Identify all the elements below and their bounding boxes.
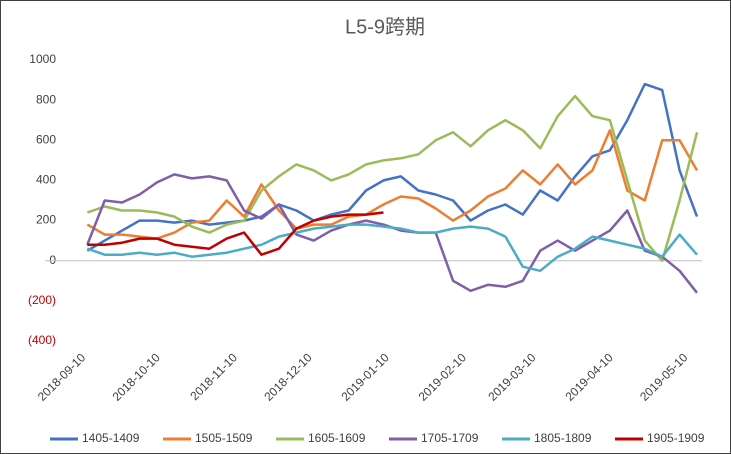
y-tick-label: 200 — [36, 213, 56, 227]
chart-title: L5-9跨期 — [345, 15, 425, 38]
legend-label: 1605-1609 — [308, 431, 366, 445]
legend-label: 1905-1909 — [647, 431, 705, 445]
y-tick-label: 400 — [36, 173, 56, 187]
legend-label: 1805-1809 — [534, 431, 592, 445]
y-tick-label: (200) — [28, 293, 56, 307]
series-line — [86, 82, 699, 252]
y-tick-label: 1000 — [29, 52, 56, 66]
series-line — [86, 223, 698, 273]
y-tick-label: (400) — [28, 333, 56, 347]
y-tick-label: 600 — [36, 132, 56, 146]
legend-label: 1505-1509 — [195, 431, 253, 445]
y-tick-label: 0 — [49, 253, 56, 267]
series-line — [87, 211, 384, 256]
series-line — [86, 94, 699, 262]
legend-label: 1705-1709 — [421, 431, 479, 445]
y-tick-label: 800 — [36, 92, 56, 106]
legend-label: 1405-1409 — [82, 431, 140, 445]
